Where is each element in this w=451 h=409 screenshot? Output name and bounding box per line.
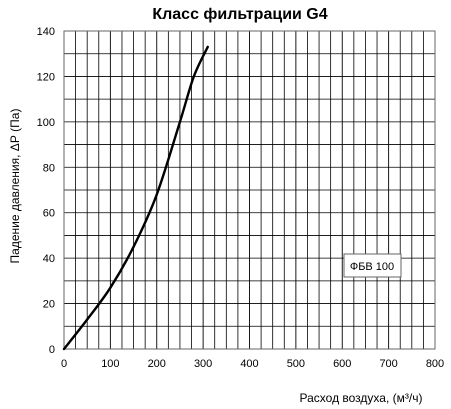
y-tick-label: 20 — [43, 299, 55, 311]
y-tick-label: 120 — [37, 71, 55, 83]
y-tick-label: 100 — [37, 117, 55, 129]
y-tick-label: 80 — [43, 162, 55, 174]
y-tick-label: 40 — [43, 253, 55, 265]
x-tick-label: 400 — [240, 358, 258, 370]
y-axis-label: Падение давления, ΔР (Па) — [8, 109, 22, 264]
legend-box — [343, 253, 402, 278]
x-tick-label: 800 — [426, 358, 444, 370]
y-tick-label: 0 — [49, 344, 55, 356]
x-tick-label: 100 — [101, 358, 119, 370]
x-tick-label: 700 — [379, 358, 397, 370]
y-tick-label: 140 — [37, 26, 55, 38]
series-group — [62, 45, 209, 351]
x-tick-label: 200 — [148, 358, 166, 370]
legend-label: ФБВ 100 — [350, 261, 394, 273]
grid-y-lines — [64, 53, 435, 327]
plot-area — [63, 30, 436, 350]
x-tick-label: 0 — [61, 358, 67, 370]
x-axis-label: Расход воздуха, (м³/ч) — [300, 391, 423, 405]
series-line — [62, 45, 209, 351]
y-tick-label: 60 — [43, 208, 55, 220]
y-tick-labels: 0 20 40 60 80 100 120 140 — [37, 26, 55, 356]
x-tick-label: 300 — [194, 358, 212, 370]
chart-title: Класс фильтрации G4 — [152, 6, 327, 23]
x-tick-labels: 0 100 200 300 400 500 600 700 800 — [61, 358, 444, 370]
legend: ФБВ 100 — [343, 253, 402, 278]
x-tick-label: 500 — [287, 358, 305, 370]
x-tick-label: 600 — [333, 358, 351, 370]
